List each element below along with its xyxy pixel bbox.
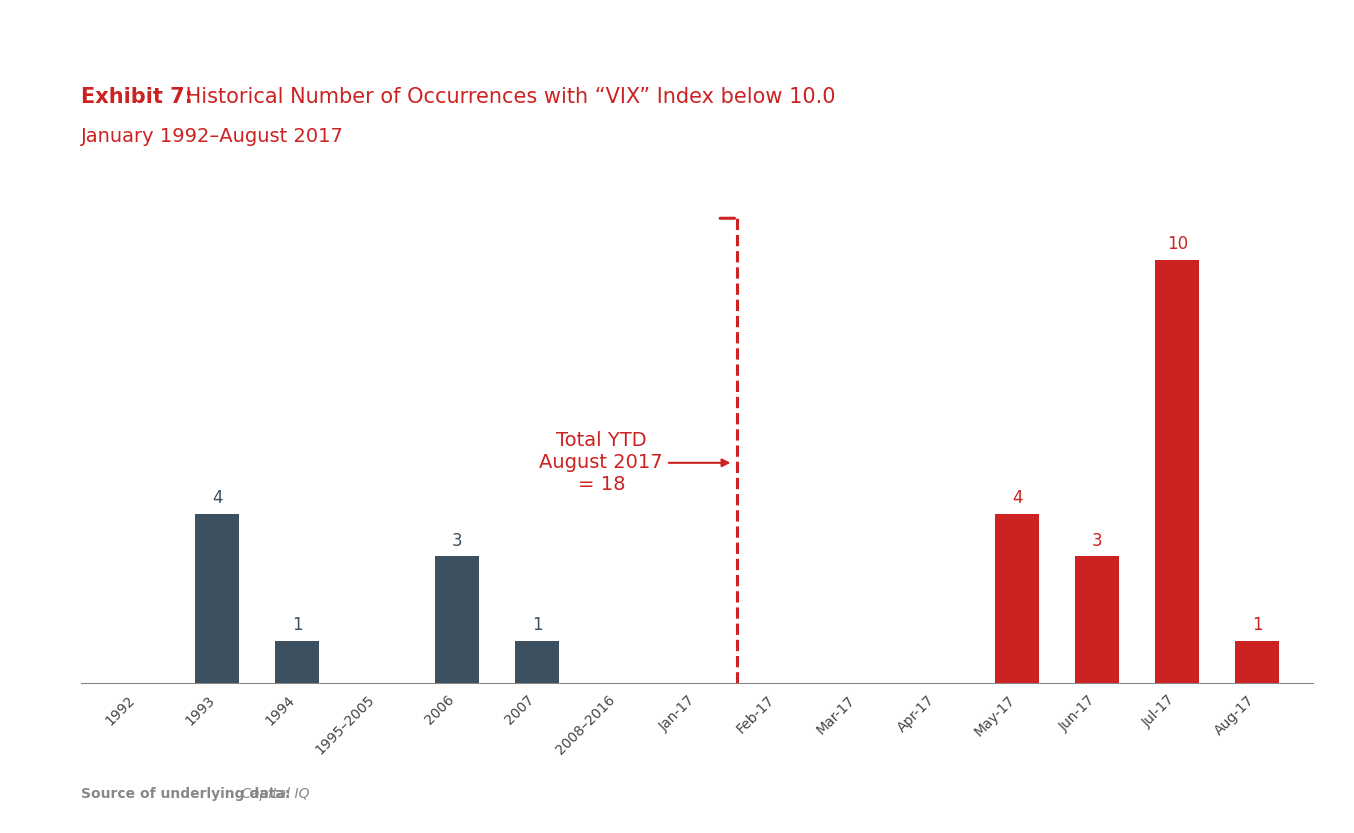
Text: 1: 1 — [292, 616, 302, 635]
Bar — [516, 641, 559, 683]
Bar — [275, 641, 320, 683]
Text: Exhibit 7:: Exhibit 7: — [81, 87, 194, 107]
Text: 4: 4 — [213, 489, 222, 507]
Bar — [1075, 556, 1120, 683]
Text: 10: 10 — [1167, 235, 1187, 253]
Text: 1: 1 — [1252, 616, 1263, 635]
Text: January 1992–August 2017: January 1992–August 2017 — [81, 127, 344, 146]
Bar — [1155, 260, 1200, 683]
Bar — [1235, 641, 1280, 683]
Text: 3: 3 — [1093, 531, 1102, 550]
Text: Capital IQ: Capital IQ — [237, 787, 310, 801]
Bar — [195, 514, 240, 683]
Text: Total YTD
August 2017
= 18: Total YTD August 2017 = 18 — [539, 431, 728, 494]
Text: Historical Number of Occurrences with “VIX” Index below 10.0: Historical Number of Occurrences with “V… — [179, 87, 835, 107]
Text: 3: 3 — [452, 531, 463, 550]
Text: 4: 4 — [1011, 489, 1022, 507]
Text: 1: 1 — [532, 616, 543, 635]
Bar — [995, 514, 1040, 683]
Text: Source of underlying data:: Source of underlying data: — [81, 787, 291, 801]
Bar — [435, 556, 479, 683]
